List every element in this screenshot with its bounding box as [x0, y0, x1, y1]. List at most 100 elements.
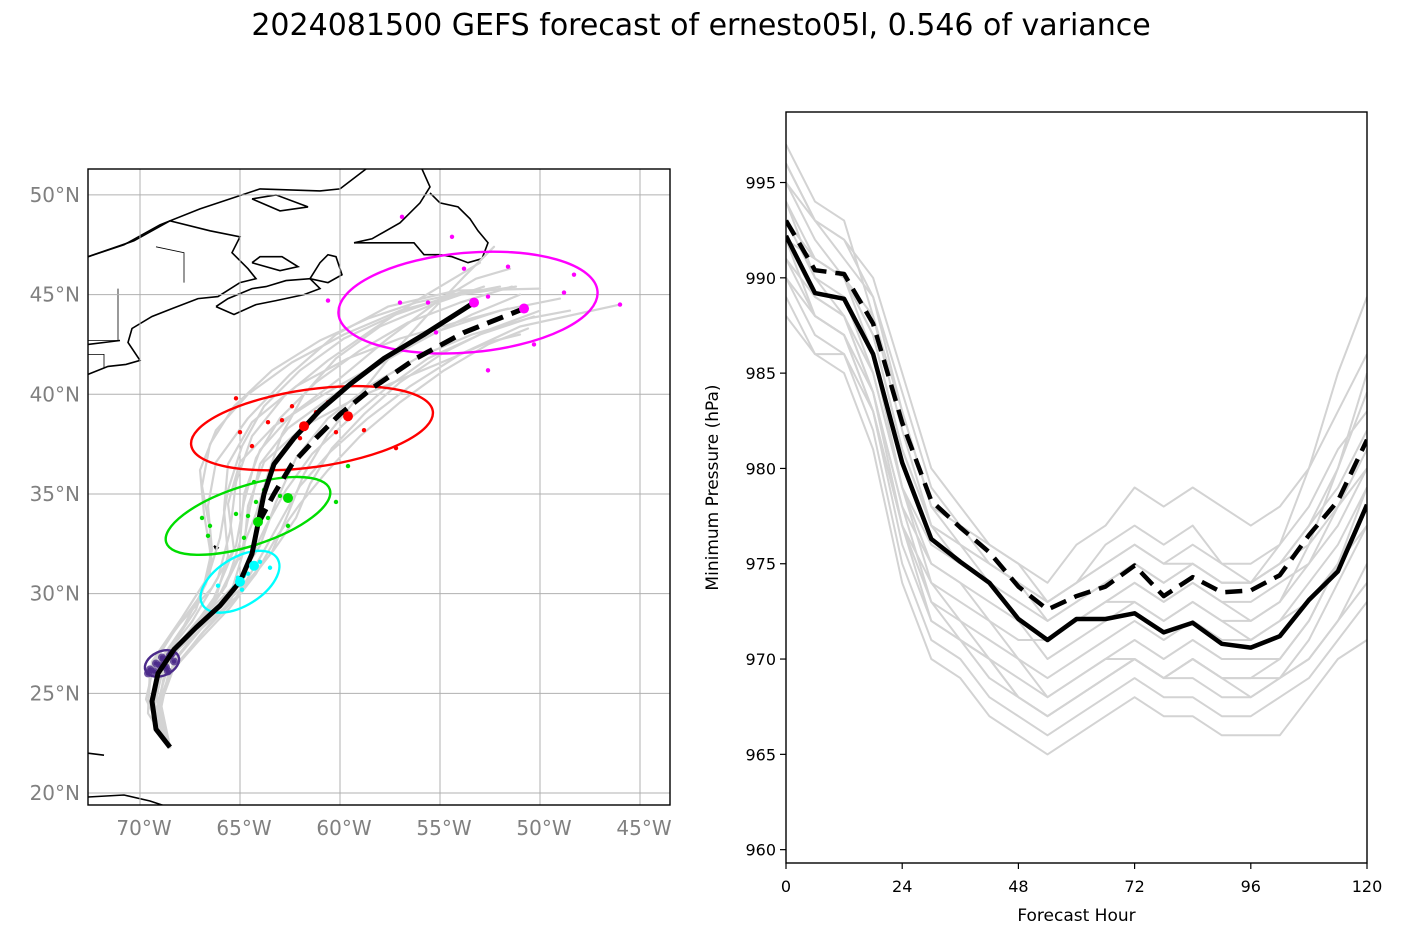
- member-position-hour48: [199, 515, 205, 521]
- border-line-2: [88, 354, 105, 369]
- figure-title: 2024081500 GEFS forecast of ernesto05l, …: [251, 8, 1151, 43]
- x-tick-label: 48: [1008, 877, 1028, 896]
- member-pressure-line-3: [786, 220, 1367, 699]
- alternate-mean-pressure-line: [786, 219, 1367, 612]
- member-position-hour48: [253, 499, 259, 505]
- member-position-hour96: [425, 300, 431, 305]
- member-position-hour96: [571, 272, 577, 277]
- member-track-4: [158, 303, 622, 749]
- map-lon-tick-label: 45°W: [616, 816, 671, 840]
- member-position-hour72: [249, 443, 255, 449]
- y-tick-label: 975: [745, 555, 776, 574]
- initial-position: [152, 659, 160, 668]
- member-position-hour96: [399, 214, 405, 220]
- x-tick-label: 120: [1352, 877, 1383, 896]
- map-lon-tick-label: 65°W: [216, 816, 271, 840]
- member-position-hour72: [361, 427, 367, 433]
- ensemble-mean-track: [149, 300, 476, 749]
- member-position-hour48: [345, 463, 351, 469]
- uncertainty-ellipse-48h: [164, 475, 332, 557]
- coastline-1: [215, 277, 322, 316]
- member-position-hour48: [207, 523, 213, 529]
- x-tick-label: 24: [892, 877, 912, 896]
- member-position-hour48: [233, 511, 239, 517]
- pressure-frame: [785, 111, 1368, 864]
- map-frame: [87, 168, 671, 806]
- member-position-hour96: [433, 330, 439, 335]
- map-lon-tick-label: 60°W: [316, 816, 371, 840]
- coastline-2: [309, 253, 343, 284]
- coastline-4: [353, 169, 431, 244]
- uncertainty-ellipse-96h: [337, 250, 599, 355]
- x-axis-label: Forecast Hour: [1017, 906, 1135, 926]
- coastline-11: [88, 752, 105, 756]
- mean-position-marker: [249, 560, 259, 571]
- member-position-hour24: [257, 559, 263, 564]
- member-position-hour96: [505, 264, 511, 269]
- coastline-9: [88, 794, 165, 805]
- y-tick-label: 965: [745, 745, 776, 764]
- mean-position-marker: [253, 516, 263, 527]
- y-axis-label: Minimum Pressure (hPa): [703, 384, 723, 590]
- map-lat-tick-label: 40°N: [30, 382, 80, 406]
- member-position-hour72: [265, 420, 271, 425]
- member-position-hour48: [241, 535, 247, 541]
- coastline-5: [354, 192, 489, 264]
- member-pressure-line-6: [786, 163, 1367, 584]
- mean-position-marker: [343, 411, 353, 422]
- member-position-hour72: [289, 404, 295, 409]
- member-position-hour24: [215, 583, 221, 588]
- member-position-hour48: [277, 493, 283, 499]
- y-tick-label: 995: [745, 174, 776, 193]
- map-lon-tick-label: 70°W: [116, 816, 171, 840]
- border-line-1: [155, 246, 185, 283]
- coastline-7: [88, 169, 367, 258]
- coastline-3: [251, 255, 301, 272]
- member-position-hour96: [617, 302, 623, 307]
- member-position-hour48: [333, 499, 339, 505]
- mean-position-marker: [469, 297, 479, 308]
- member-position-hour48: [205, 533, 211, 539]
- member-position-hour96: [485, 294, 491, 299]
- map-lat-tick-label: 35°N: [30, 482, 80, 506]
- member-position-hour96: [561, 290, 567, 295]
- member-position-hour24: [267, 565, 273, 570]
- member-position-hour96: [461, 266, 467, 271]
- y-tick-label: 970: [745, 650, 776, 669]
- member-pressure-line-13: [786, 315, 1367, 680]
- member-position-hour96: [485, 368, 491, 373]
- member-position-hour72: [279, 418, 285, 423]
- member-position-hour72: [333, 429, 339, 435]
- member-position-hour48: [265, 515, 271, 521]
- map-lon-tick-label: 55°W: [416, 816, 471, 840]
- mean-position-marker: [519, 303, 529, 314]
- uncertainty-ellipse-24h: [199, 549, 281, 614]
- initial-position: [170, 657, 178, 666]
- coastline-6: [251, 194, 309, 212]
- member-pressure-line-15: [786, 238, 1367, 603]
- initial-position: [144, 669, 152, 678]
- member-position-hour24: [245, 571, 251, 576]
- member-pressure-line-17: [786, 277, 1367, 641]
- map-lat-tick-label: 30°N: [30, 582, 80, 606]
- alternate-mean-track: [255, 306, 525, 526]
- map-lat-tick-label: 50°N: [30, 183, 80, 207]
- map-lat-tick-label: 20°N: [30, 781, 80, 805]
- member-pressure-line-7: [786, 277, 1367, 737]
- member-position-hour72: [237, 429, 243, 435]
- member-track-8: [158, 309, 542, 749]
- member-track-0: [152, 297, 562, 749]
- member-position-hour96: [325, 298, 331, 303]
- member-position-hour96: [531, 342, 537, 347]
- member-position-hour48: [245, 513, 251, 519]
- uncertainty-ellipse-72h: [189, 384, 435, 472]
- member-pressure-line-5: [786, 258, 1367, 718]
- initial-position: [158, 653, 166, 662]
- member-position-hour96: [449, 234, 455, 239]
- track-map-panel: 70°W 65°W 60°W 55°W 50°W 45°W 20°N 25°N 30°N 35°N…: [30, 168, 672, 840]
- initial-position: [164, 667, 172, 676]
- x-tick-label: 72: [1124, 877, 1144, 896]
- mean-position-marker: [235, 576, 245, 587]
- pressure-plot-area: [786, 143, 1367, 756]
